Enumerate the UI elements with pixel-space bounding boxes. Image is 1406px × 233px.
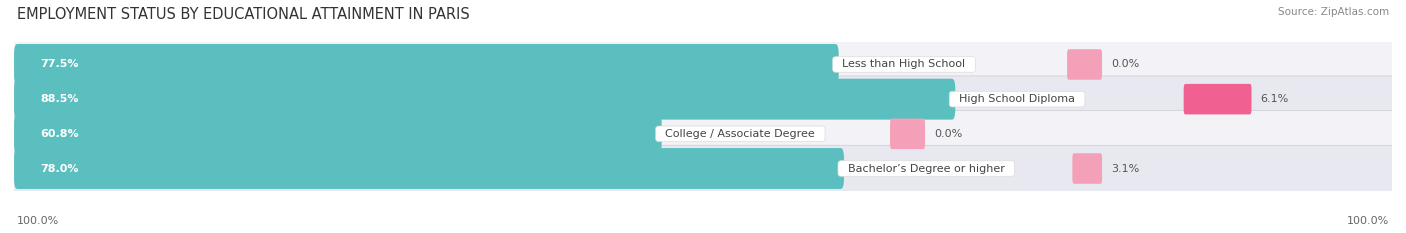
Text: 60.8%: 60.8% [41, 129, 79, 139]
FancyBboxPatch shape [1067, 49, 1102, 80]
Text: 0.0%: 0.0% [934, 129, 962, 139]
FancyBboxPatch shape [1073, 153, 1102, 184]
Text: 0.0%: 0.0% [1111, 59, 1139, 69]
FancyBboxPatch shape [11, 41, 1395, 88]
Text: College / Associate Degree: College / Associate Degree [658, 129, 823, 139]
Text: 78.0%: 78.0% [41, 164, 79, 174]
Text: 77.5%: 77.5% [41, 59, 79, 69]
Text: 3.1%: 3.1% [1111, 164, 1139, 174]
Text: Less than High School: Less than High School [835, 59, 973, 69]
Text: EMPLOYMENT STATUS BY EDUCATIONAL ATTAINMENT IN PARIS: EMPLOYMENT STATUS BY EDUCATIONAL ATTAINM… [17, 7, 470, 22]
Text: Source: ZipAtlas.com: Source: ZipAtlas.com [1278, 7, 1389, 17]
Text: High School Diploma: High School Diploma [952, 94, 1083, 104]
FancyBboxPatch shape [11, 145, 1395, 192]
Text: 88.5%: 88.5% [41, 94, 79, 104]
Text: 6.1%: 6.1% [1261, 94, 1289, 104]
FancyBboxPatch shape [14, 113, 662, 154]
FancyBboxPatch shape [14, 148, 844, 189]
FancyBboxPatch shape [14, 44, 838, 85]
FancyBboxPatch shape [11, 111, 1395, 157]
Text: 100.0%: 100.0% [17, 216, 59, 226]
FancyBboxPatch shape [11, 76, 1395, 122]
Text: Bachelor’s Degree or higher: Bachelor’s Degree or higher [841, 164, 1012, 174]
FancyBboxPatch shape [14, 79, 955, 120]
FancyBboxPatch shape [1184, 84, 1251, 114]
FancyBboxPatch shape [890, 119, 925, 149]
Text: 100.0%: 100.0% [1347, 216, 1389, 226]
